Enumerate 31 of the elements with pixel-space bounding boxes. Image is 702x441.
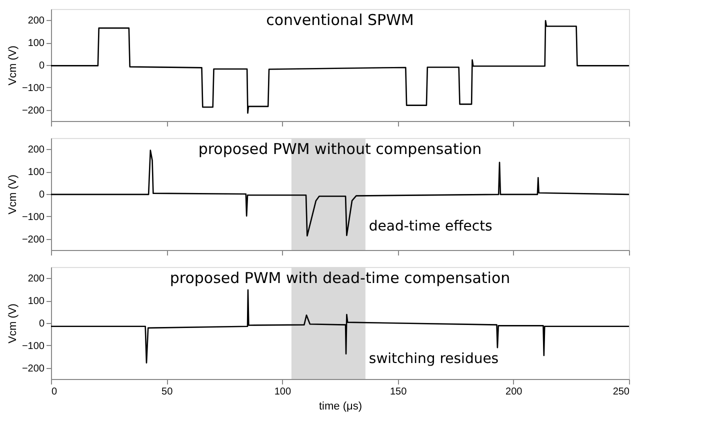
x-tick-label: 150 bbox=[390, 386, 408, 398]
y-tick-label: 200 bbox=[28, 144, 45, 156]
y-tick-label: 100 bbox=[28, 38, 45, 50]
y-axis-title: Vcm (V) bbox=[6, 304, 19, 344]
x-tick-label: 0 bbox=[52, 386, 58, 398]
y-tick-label: −100 bbox=[22, 212, 45, 223]
y-axis-title: Vcm (V) bbox=[6, 174, 19, 214]
chart-title: proposed PWM without compensation bbox=[198, 140, 482, 158]
chart-title: conventional SPWM bbox=[266, 11, 414, 29]
x-axis-title: time (μs) bbox=[318, 400, 362, 412]
y-tick-label: −200 bbox=[22, 363, 45, 374]
line-series bbox=[50, 289, 630, 364]
chart-title: proposed PWM with dead-time compensation bbox=[170, 269, 510, 287]
y-tick-label: −200 bbox=[22, 234, 45, 246]
y-tick-label: −200 bbox=[22, 105, 45, 116]
x-tick-label: 250 bbox=[612, 386, 630, 398]
x-tick-label: 50 bbox=[162, 386, 174, 398]
y-tick-label: 200 bbox=[28, 16, 45, 27]
x-tick-label: 200 bbox=[506, 386, 523, 398]
y-tick-label: 0 bbox=[38, 318, 45, 330]
y-tick-label: −100 bbox=[22, 82, 45, 94]
y-tick-label: 0 bbox=[38, 60, 45, 72]
y-tick-label: 200 bbox=[28, 274, 45, 285]
y-tick-label: −100 bbox=[22, 340, 45, 352]
annotation: switching residues bbox=[368, 350, 499, 367]
annotation: dead-time effects bbox=[368, 218, 492, 234]
y-tick-label: 100 bbox=[28, 296, 45, 308]
y-axis-title: Vcm (V) bbox=[6, 46, 19, 86]
x-tick-label: 100 bbox=[274, 386, 292, 398]
y-tick-label: 0 bbox=[38, 190, 45, 200]
y-tick-label: 100 bbox=[28, 167, 45, 178]
